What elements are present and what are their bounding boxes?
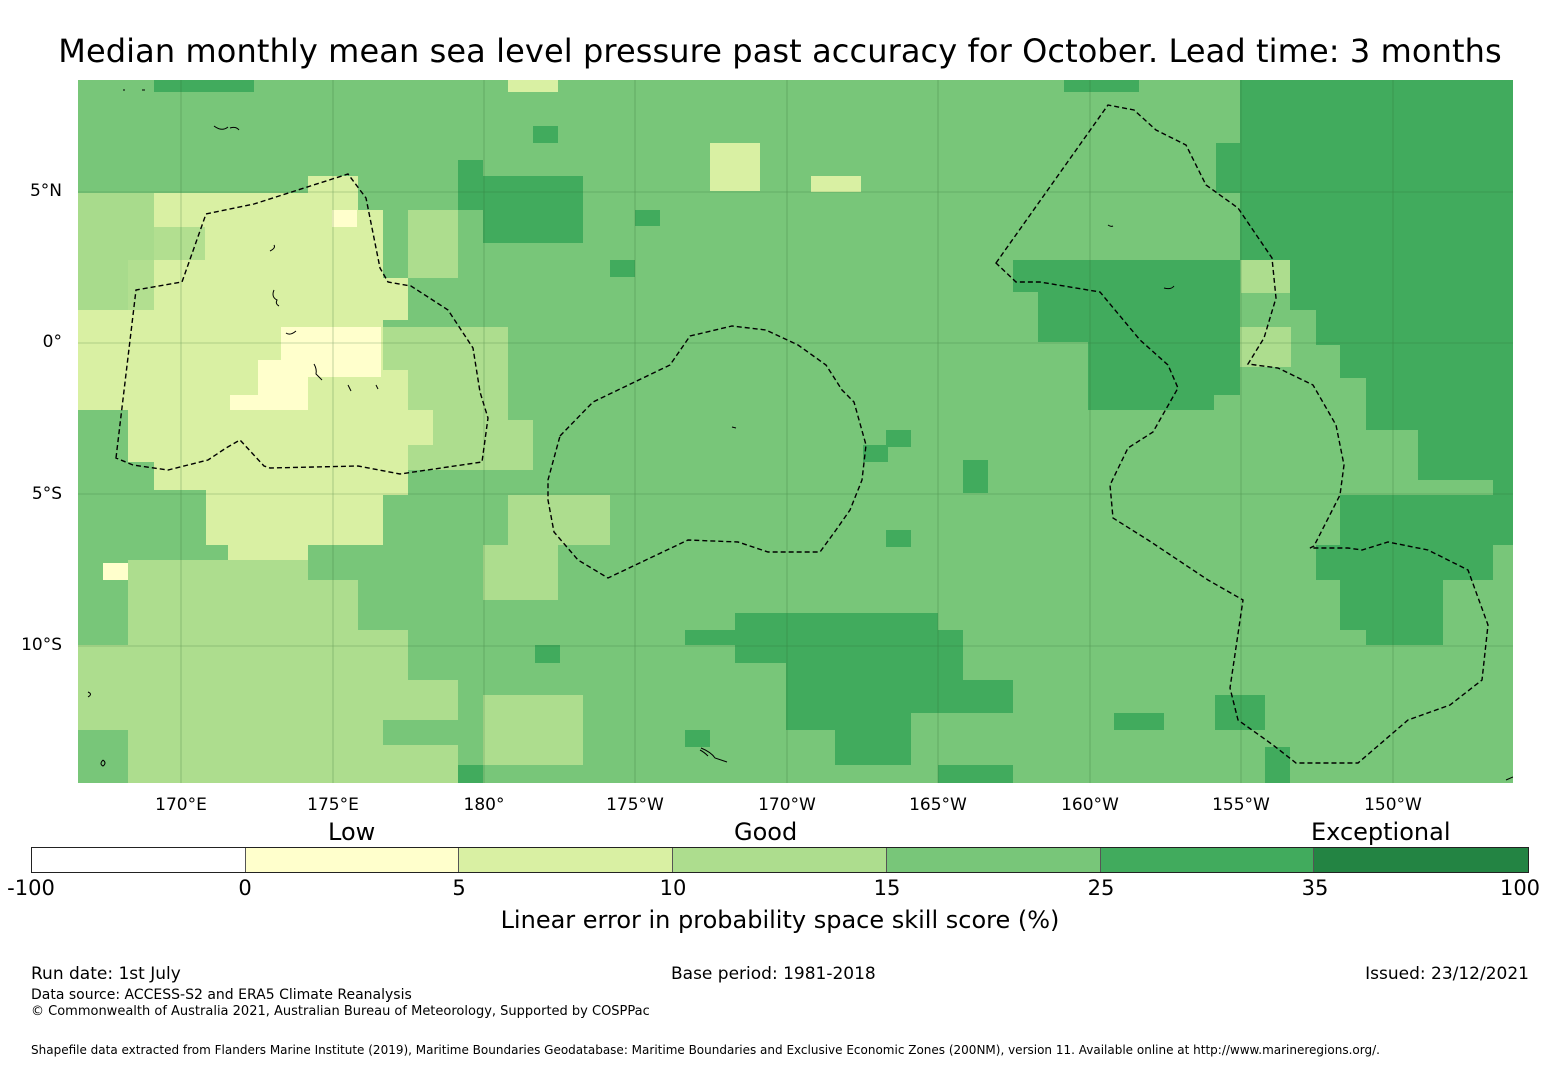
run-date: Run date: 1st July bbox=[31, 964, 181, 984]
skill-fill-10-15 bbox=[78, 193, 1441, 783]
lon-label-175w: 175°W bbox=[606, 795, 664, 815]
eez-boundaries bbox=[115, 104, 1489, 764]
lat-label-10s: 10°S bbox=[21, 635, 62, 655]
colorbar-segment-0-5 bbox=[245, 848, 460, 872]
colorbar-segment-10-15 bbox=[673, 848, 887, 872]
skill-fill-25-35 bbox=[154, 80, 1513, 783]
lon-label-165w: 165°W bbox=[909, 795, 967, 815]
colorbar-segment-5-10 bbox=[459, 848, 674, 872]
skill-fill-5-10 bbox=[78, 80, 861, 560]
colorbar-tick-5: 5 bbox=[452, 876, 466, 900]
map-canvas bbox=[78, 80, 1513, 783]
colorbar-tick-10: 10 bbox=[659, 876, 687, 900]
colorbar-tick-100: 100 bbox=[1499, 876, 1541, 900]
colorbar-segment-neg bbox=[32, 848, 246, 872]
colorbar-tick-neg100: -100 bbox=[7, 876, 55, 900]
map-title: Median monthly mean sea level pressure p… bbox=[58, 32, 1502, 70]
shapefile-credit: Shapefile data extracted from Flanders M… bbox=[31, 1043, 1380, 1057]
colorbar-title: Linear error in probability space skill … bbox=[500, 906, 1060, 934]
colorbar-tick-35: 35 bbox=[1301, 876, 1329, 900]
lon-label-175e: 175°E bbox=[307, 795, 359, 815]
data-source: Data source: ACCESS-S2 and ERA5 Climate … bbox=[31, 987, 412, 1003]
island-marks bbox=[87, 89, 1513, 781]
issued-date: Issued: 23/12/2021 bbox=[1365, 964, 1529, 984]
lon-label-180: 180° bbox=[463, 795, 505, 815]
lon-label-155w: 155°W bbox=[1212, 795, 1270, 815]
colorbar-segment-25-35 bbox=[1100, 848, 1315, 872]
colorbar bbox=[31, 847, 1529, 873]
lat-label-5s: 5°S bbox=[31, 484, 62, 504]
copyright: © Commonwealth of Australia 2021, Austra… bbox=[31, 1004, 650, 1019]
category-exceptional: Exceptional bbox=[1311, 818, 1451, 846]
lat-label-5n: 5°N bbox=[29, 181, 62, 201]
colorbar-segment-35-100 bbox=[1314, 848, 1529, 872]
colorbar-tick-15: 15 bbox=[873, 876, 901, 900]
skill-fill-0-5 bbox=[103, 210, 383, 580]
map-gridlines bbox=[78, 80, 1513, 783]
colorbar-segment-15-25 bbox=[886, 848, 1101, 872]
lon-label-170e: 170°E bbox=[155, 795, 207, 815]
skill-score-map bbox=[78, 80, 1513, 783]
lon-label-170w: 170°W bbox=[758, 795, 816, 815]
lat-label-0: 0° bbox=[42, 332, 62, 352]
lon-label-150w: 150°W bbox=[1364, 795, 1422, 815]
category-low: Low bbox=[328, 818, 376, 846]
category-good: Good bbox=[734, 818, 798, 846]
colorbar-tick-0: 0 bbox=[238, 876, 252, 900]
colorbar-tick-25: 25 bbox=[1087, 876, 1115, 900]
lon-label-160w: 160°W bbox=[1061, 795, 1119, 815]
base-period: Base period: 1981-2018 bbox=[671, 964, 876, 984]
